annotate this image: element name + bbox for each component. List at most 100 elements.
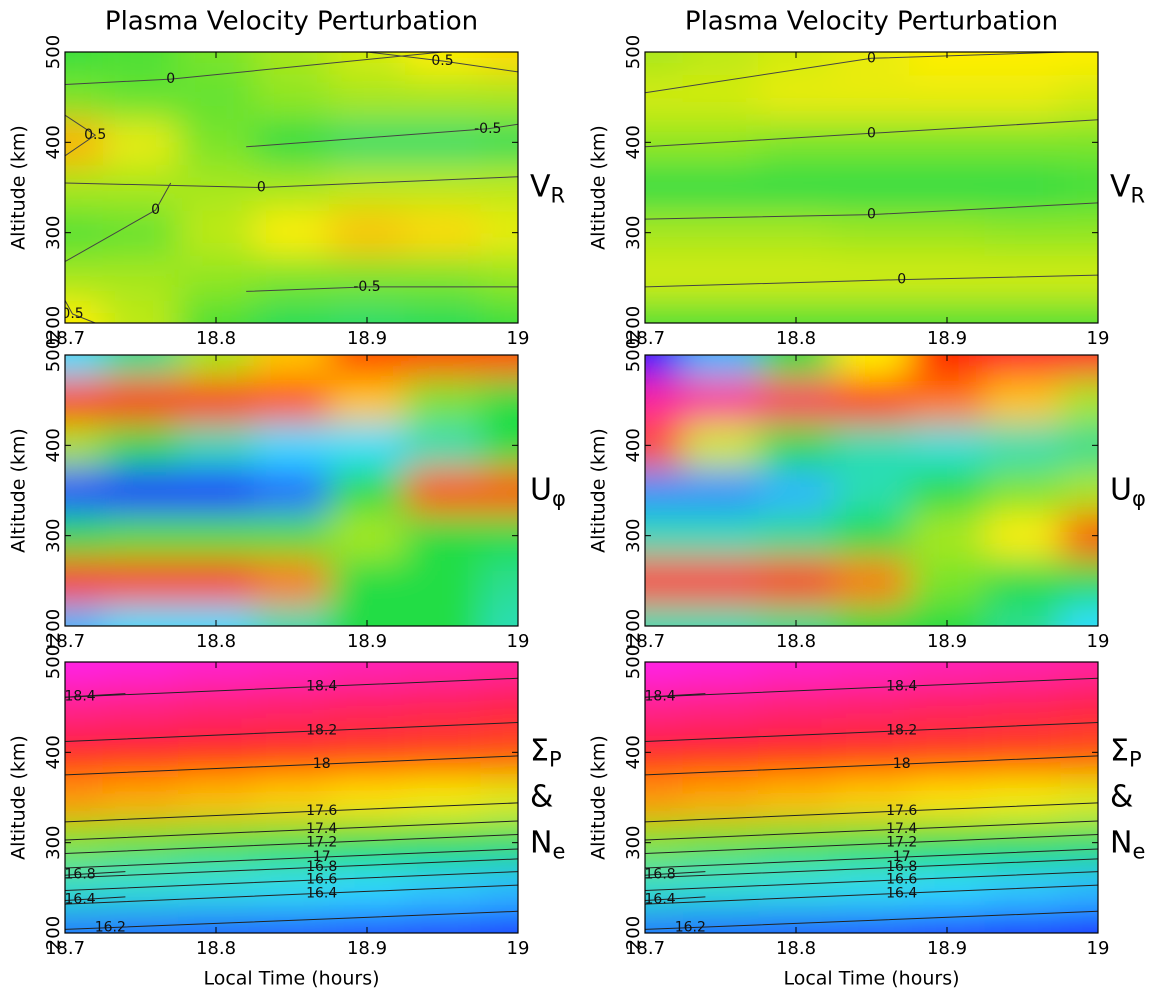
- heat-cell: [833, 119, 910, 166]
- contour-label: 0: [897, 272, 906, 288]
- y-axis-label: Altitude (km): [588, 125, 610, 250]
- heat-cell: [758, 52, 835, 76]
- heat-cell: [65, 74, 104, 121]
- y-tick-label: 200: [43, 609, 64, 643]
- contour-line: [65, 871, 518, 891]
- heat-cell: [645, 729, 684, 776]
- heat-cell: [833, 422, 910, 469]
- heat-cell: [758, 377, 835, 424]
- heat-cell: [682, 255, 759, 301]
- contour-label: 17.4: [886, 821, 917, 837]
- x-tick-label: 19: [507, 938, 530, 959]
- heat-cell: [682, 52, 759, 76]
- y-axis-label: Altitude (km): [8, 125, 30, 250]
- contour-label: 18.4: [645, 688, 676, 704]
- contour-label: 17.2: [306, 835, 337, 851]
- heat-cell: [909, 910, 986, 933]
- heat-cell: [102, 467, 179, 514]
- contour-line: [65, 52, 443, 85]
- side-label-text: N: [1110, 825, 1132, 860]
- y-tick-label: 500: [43, 35, 64, 69]
- heat-cell: [984, 774, 1061, 821]
- side-label-text: N: [530, 825, 552, 860]
- side-label-sub: φ: [552, 487, 566, 511]
- contour-label: 18.4: [306, 678, 337, 694]
- side-label-text: U: [1110, 472, 1132, 507]
- heat-cell: [645, 422, 684, 469]
- contour-label: 18.4: [65, 688, 96, 704]
- heat-cell: [404, 467, 481, 514]
- heat-cell: [329, 255, 406, 301]
- heat-cell: [178, 603, 255, 626]
- heat-cell: [909, 300, 986, 323]
- heat-cell: [102, 774, 179, 821]
- contour-line: [645, 677, 1098, 698]
- heatmap-cells: [645, 355, 1098, 626]
- heat-cell: [1060, 74, 1098, 121]
- heat-cell: [645, 603, 684, 626]
- heat-cell: [253, 513, 330, 559]
- heat-cell: [645, 52, 684, 76]
- x-tick-label: 18.8: [196, 328, 236, 349]
- heatmap-cells: [65, 662, 518, 933]
- heat-cell: [645, 164, 684, 211]
- x-tick-label: 19: [507, 328, 530, 349]
- contour-label: 17: [313, 849, 331, 865]
- heat-cell: [329, 422, 406, 469]
- heat-cell: [404, 210, 481, 256]
- heat-cell: [329, 603, 406, 626]
- side-label-sub: R: [1131, 184, 1146, 208]
- x-tick-label: 18.9: [347, 938, 387, 959]
- contour-line: [645, 52, 1068, 94]
- heat-cell: [178, 910, 255, 933]
- heat-cell: [909, 865, 986, 911]
- heatmap: 18.418.21817.617.417.21716.816.616.418.4…: [645, 662, 1098, 933]
- side-label-text: V: [530, 169, 551, 204]
- heat-cell: [909, 603, 986, 626]
- heat-cell: [1060, 774, 1098, 821]
- heat-cell: [480, 74, 518, 121]
- heat-cell: [682, 422, 759, 469]
- heat-cell: [480, 910, 518, 933]
- contour-label: 16.4: [645, 892, 676, 908]
- contour-line: [645, 871, 1098, 891]
- y-tick-label: 500: [623, 338, 644, 372]
- side-label-sub: φ: [1132, 487, 1146, 511]
- heat-cell: [645, 74, 684, 121]
- contour-line: [645, 910, 1098, 930]
- heat-cell: [65, 422, 104, 469]
- y-tick-label: 400: [623, 428, 644, 462]
- y-tick-label: 300: [43, 825, 64, 859]
- heat-cell: [1060, 377, 1098, 424]
- heat-cell: [480, 603, 518, 626]
- plot-frame: [64, 661, 519, 934]
- contour-line: [65, 820, 518, 841]
- contour-label: 18: [893, 756, 911, 772]
- heat-cell: [329, 774, 406, 821]
- side-label: VR: [1110, 169, 1145, 208]
- contour-line: [645, 202, 1098, 220]
- heat-cell: [909, 662, 986, 686]
- heat-cell: [480, 52, 518, 76]
- heat-cell: [1060, 558, 1098, 604]
- contour-line: [65, 176, 518, 189]
- heat-cell: [758, 684, 835, 731]
- heat-cell: [329, 662, 406, 686]
- heat-cell: [909, 422, 986, 469]
- heat-cell: [102, 662, 179, 686]
- heat-cell: [253, 603, 330, 626]
- heat-cell: [1060, 355, 1098, 379]
- heat-cell: [645, 910, 684, 933]
- heat-cell: [404, 355, 481, 379]
- heat-cell: [253, 467, 330, 514]
- heat-cell: [178, 74, 255, 121]
- x-tick-label: 19: [1087, 938, 1110, 959]
- side-label: ΣP: [530, 733, 562, 772]
- panel: 0 0 0 0 18.7 18.8 18.9 19 200 300 400 500 Plasma Vel…: [588, 7, 1146, 350]
- heat-cell: [833, 255, 910, 301]
- heat-cell: [645, 558, 684, 604]
- panel: 18.7 18.8 18.9 19 200 300 400 500 Altitude (km) U…: [588, 338, 1146, 652]
- contour-label: 16.8: [306, 859, 337, 875]
- heat-cell: [909, 558, 986, 604]
- heat-cell: [758, 467, 835, 514]
